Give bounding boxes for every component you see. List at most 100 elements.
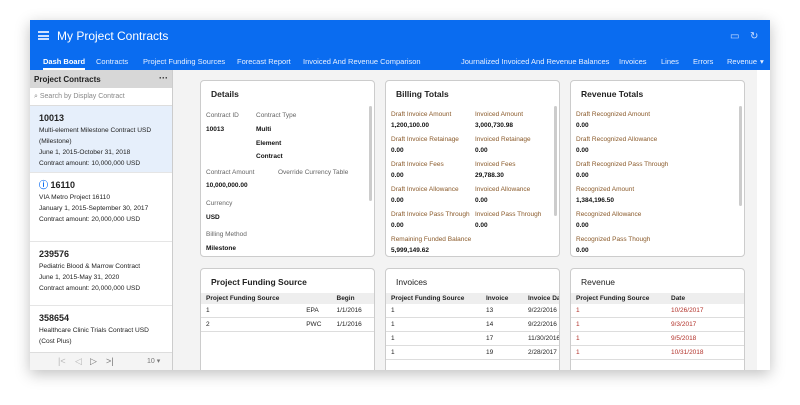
card-title: Project Funding Source bbox=[211, 277, 307, 287]
field-value: 0.00 bbox=[576, 172, 589, 179]
field-value: 0.00 bbox=[475, 222, 488, 229]
pagination: |< ◁ ▷ >| 10 ▾ bbox=[30, 352, 172, 370]
value: USD bbox=[206, 214, 220, 221]
revenue-table: Project Funding Source Date 1 10/26/2017 1… bbox=[571, 293, 744, 360]
value: Contract bbox=[256, 153, 283, 160]
field-value: 0.00 bbox=[391, 197, 404, 204]
field-label: Recognized Amount bbox=[576, 186, 635, 193]
next-page-icon[interactable]: ▷ bbox=[90, 356, 97, 366]
field-value: 0.00 bbox=[391, 147, 404, 154]
first-page-icon[interactable]: |< bbox=[58, 356, 66, 366]
field-value: 1,384,196.50 bbox=[576, 197, 614, 204]
field-label: Draft Invoice Pass Through bbox=[391, 211, 470, 218]
refresh-icon[interactable]: ↻ bbox=[750, 31, 759, 42]
tab-lines[interactable]: Lines bbox=[661, 57, 679, 66]
tab-errors[interactable]: Errors bbox=[693, 57, 714, 66]
field-label: Recognized Pass Though bbox=[576, 236, 651, 243]
field-label: Draft Invoice Retainage bbox=[391, 136, 459, 143]
table-row[interactable]: 1 13 9/22/2016 bbox=[386, 304, 559, 318]
field-value: 0.00 bbox=[391, 172, 404, 179]
tab-forecast-report[interactable]: Forecast Report bbox=[237, 57, 291, 66]
list-item[interactable]: 10013 Multi-element Milestone Contract US… bbox=[30, 106, 172, 173]
table-row[interactable]: 2 PWC 1/1/2016 bbox=[201, 317, 374, 332]
field-label: Draft Invoice Amount bbox=[391, 111, 452, 118]
field-label: Invoiced Retainage bbox=[475, 136, 531, 143]
card-title: Revenue Totals bbox=[581, 89, 644, 99]
label: Currency bbox=[206, 200, 233, 207]
field-value: 1,200,100.00 bbox=[391, 122, 429, 129]
label: Contract Amount bbox=[206, 169, 255, 176]
page-size-select[interactable]: 10 ▾ bbox=[147, 358, 161, 365]
value: Milestone bbox=[206, 245, 236, 252]
field-value: 0.00 bbox=[475, 147, 488, 154]
field-value: 0.00 bbox=[475, 197, 488, 204]
tab-project-funding-sources[interactable]: Project Funding Sources bbox=[143, 57, 226, 66]
table-row[interactable]: 1 9/5/2018 bbox=[571, 331, 744, 346]
app-window: My Project Contracts ▭ ↻ Dash Board Cont… bbox=[30, 20, 770, 370]
table-row[interactable]: 1 19 2/28/2017 bbox=[386, 345, 559, 360]
save-icon[interactable]: ▭ bbox=[730, 31, 740, 42]
field-value: 29,788.30 bbox=[475, 172, 504, 179]
table-row[interactable]: 1 17 11/30/2016 bbox=[386, 331, 559, 346]
app-header: My Project Contracts ▭ ↻ bbox=[30, 20, 770, 53]
field-label: Invoiced Amount bbox=[475, 111, 524, 118]
field-value: 3,000,730.98 bbox=[475, 122, 513, 129]
list-item[interactable]: 239576 Pediatric Blood & Marrow Contract J… bbox=[30, 242, 172, 306]
billing-totals-card: Billing Totals Draft Invoice Amount 1,200… bbox=[385, 80, 560, 257]
page-scrollbar[interactable] bbox=[757, 70, 770, 370]
field-label: Remaining Funded Balance bbox=[391, 236, 472, 243]
more-options-icon[interactable]: ··· bbox=[159, 73, 168, 83]
field-label: Invoiced Fees bbox=[475, 161, 516, 168]
value: 10013 bbox=[206, 126, 225, 133]
field-label: Draft Recognized Amount bbox=[576, 111, 651, 118]
sidebar-title: Project Contracts bbox=[34, 75, 101, 84]
last-page-icon[interactable]: >| bbox=[106, 356, 114, 366]
table-row[interactable]: 1 EPA 1/1/2016 bbox=[201, 304, 374, 318]
tab-contracts[interactable]: Contracts bbox=[96, 57, 129, 66]
field-label: Invoiced Pass Through bbox=[475, 211, 542, 218]
info-icon: ⓘ bbox=[39, 180, 51, 190]
field-value: 0.00 bbox=[391, 222, 404, 229]
search-input[interactable]: ⌕ Search by Display Contract bbox=[30, 88, 172, 106]
menu-icon[interactable] bbox=[38, 31, 49, 40]
field-value: 5,999,149.62 bbox=[391, 247, 429, 254]
field-label: Draft Invoice Allowance bbox=[391, 186, 459, 193]
revenue-card: Revenue Project Funding Source Date 1 10/2… bbox=[570, 268, 745, 370]
card-title: Invoices bbox=[396, 277, 428, 287]
contracts-sidebar: Project Contracts ··· ⌕ Search by Display… bbox=[30, 70, 173, 370]
label: Override Currency Table bbox=[278, 169, 349, 176]
tab-dash-board[interactable]: Dash Board bbox=[43, 57, 86, 70]
value: Multi bbox=[256, 126, 272, 133]
invoices-card: Invoices Project Funding Source Invoice In… bbox=[385, 268, 560, 370]
card-title: Billing Totals bbox=[396, 89, 449, 99]
tab-invoiced-revenue-comparison[interactable]: Invoiced And Revenue Comparison bbox=[303, 57, 421, 66]
tab-revenue[interactable]: Revenue bbox=[727, 57, 758, 66]
field-label: Draft Recognized Pass Through bbox=[576, 161, 669, 168]
prev-page-icon[interactable]: ◁ bbox=[75, 356, 82, 366]
field-label: Draft Recognized Allowance bbox=[576, 136, 658, 143]
field-label: Draft Invoice Fees bbox=[391, 161, 444, 168]
table-row[interactable]: 1 14 9/22/2016 bbox=[386, 317, 559, 332]
table-row[interactable]: 1 9/3/2017 bbox=[571, 317, 744, 332]
list-item[interactable]: 358654 Healthcare Clinic Trials Contract … bbox=[30, 306, 172, 370]
field-value: 0.00 bbox=[576, 247, 589, 254]
label: Billing Method bbox=[206, 231, 247, 238]
tab-journalized-balances[interactable]: Journalized Invoiced And Revenue Balance… bbox=[461, 57, 610, 66]
list-item[interactable]: ⓘ 16110 VIA Metro Project 16110 January 1,… bbox=[30, 173, 172, 242]
table-row[interactable]: 1 10/26/2017 bbox=[571, 304, 744, 318]
funding-table: Project Funding Source Begin 1 EPA 1/1/2016… bbox=[201, 293, 374, 332]
project-funding-source-card: Project Funding Source Project Funding S… bbox=[200, 268, 375, 370]
field-label: Recognized Allowance bbox=[576, 211, 642, 218]
value: 10,000,000.00 bbox=[206, 182, 248, 189]
tab-invoices[interactable]: Invoices bbox=[619, 57, 647, 66]
label: Contract Type bbox=[256, 112, 297, 119]
invoices-table: Project Funding Source Invoice Invoice Da … bbox=[386, 293, 559, 360]
card-title: Details bbox=[211, 89, 239, 99]
value: Element bbox=[256, 140, 282, 147]
search-icon: ⌕ bbox=[34, 93, 40, 100]
tabs-overflow-chevron-icon[interactable]: ▾ bbox=[760, 57, 764, 66]
field-label: Invoiced Allowance bbox=[475, 186, 531, 193]
table-row[interactable]: 1 10/31/2018 bbox=[571, 345, 744, 360]
label: Contract ID bbox=[206, 112, 239, 119]
field-value: 0.00 bbox=[576, 222, 589, 229]
